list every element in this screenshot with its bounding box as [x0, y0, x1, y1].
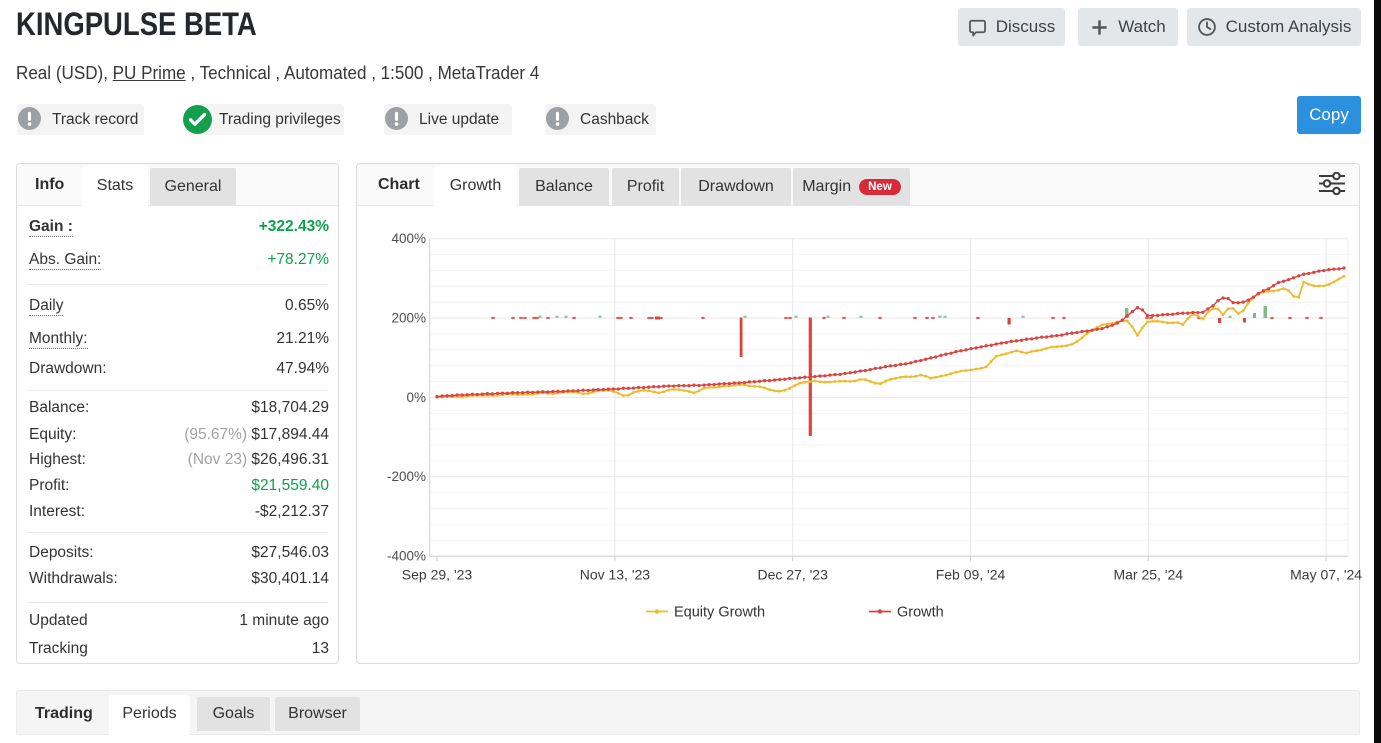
svg-text:Sep 29, '23: Sep 29, '23 — [402, 567, 473, 583]
svg-text:Growth: Growth — [897, 605, 944, 621]
svg-text:400%: 400% — [391, 231, 426, 246]
svg-text:0%: 0% — [406, 390, 426, 405]
svg-text:Nov 13, '23: Nov 13, '23 — [580, 567, 651, 583]
svg-text:May 07, '24: May 07, '24 — [1290, 567, 1362, 583]
svg-text:-200%: -200% — [387, 469, 426, 484]
svg-text:-400%: -400% — [387, 549, 426, 564]
svg-text:Feb 09, '24: Feb 09, '24 — [936, 567, 1006, 583]
svg-text:Dec 27, '23: Dec 27, '23 — [758, 567, 829, 583]
svg-text:Mar 25, '24: Mar 25, '24 — [1113, 567, 1183, 583]
svg-text:200%: 200% — [391, 311, 426, 326]
svg-text:Equity Growth: Equity Growth — [674, 605, 765, 621]
